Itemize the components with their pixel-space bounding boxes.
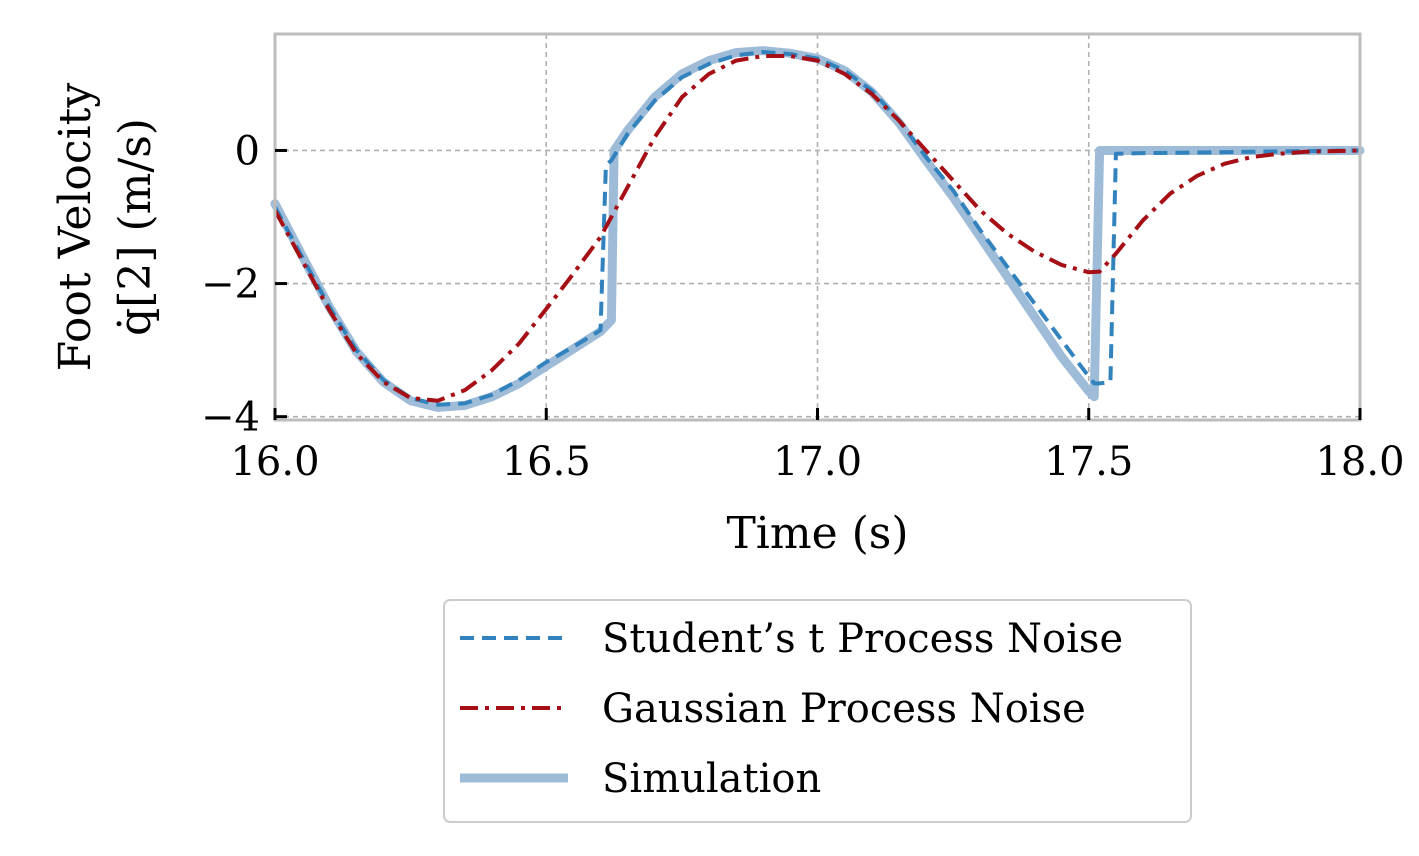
legend: Student’s t Process Noise Gaussian Proce…	[443, 599, 1192, 823]
y-tick-label: −2	[201, 262, 260, 308]
legend-label-simulation: Simulation	[602, 756, 821, 802]
x-tick-label: 17.0	[773, 439, 862, 485]
y-axis-label-line-2: q̇[2] (m/s)	[110, 118, 161, 336]
x-tick-label: 16.5	[502, 439, 591, 485]
grid-lines	[275, 34, 1360, 420]
y-tick-label: −4	[201, 395, 260, 441]
series-line-students-t	[273, 50, 1361, 407]
y-axis-label-line-1: Foot Velocity	[50, 83, 101, 372]
legend-box	[443, 599, 1192, 823]
x-tick-label: 16.0	[230, 439, 319, 485]
legend-label-students-t: Student’s t Process Noise	[602, 616, 1123, 662]
x-tick-label: 18.0	[1315, 439, 1404, 485]
legend-label-gaussian: Gaussian Process Noise	[602, 686, 1086, 732]
x-tick-label: 17.5	[1044, 439, 1133, 485]
axis-ticks: 16.0 16.5 17.0 17.5 18.0 0 −2 −4	[201, 128, 1405, 485]
series-line-simulation	[270, 46, 1365, 412]
series-lines	[270, 46, 1365, 412]
y-tick-label: 0	[235, 128, 260, 174]
x-axis-label: Time (s)	[726, 508, 908, 559]
